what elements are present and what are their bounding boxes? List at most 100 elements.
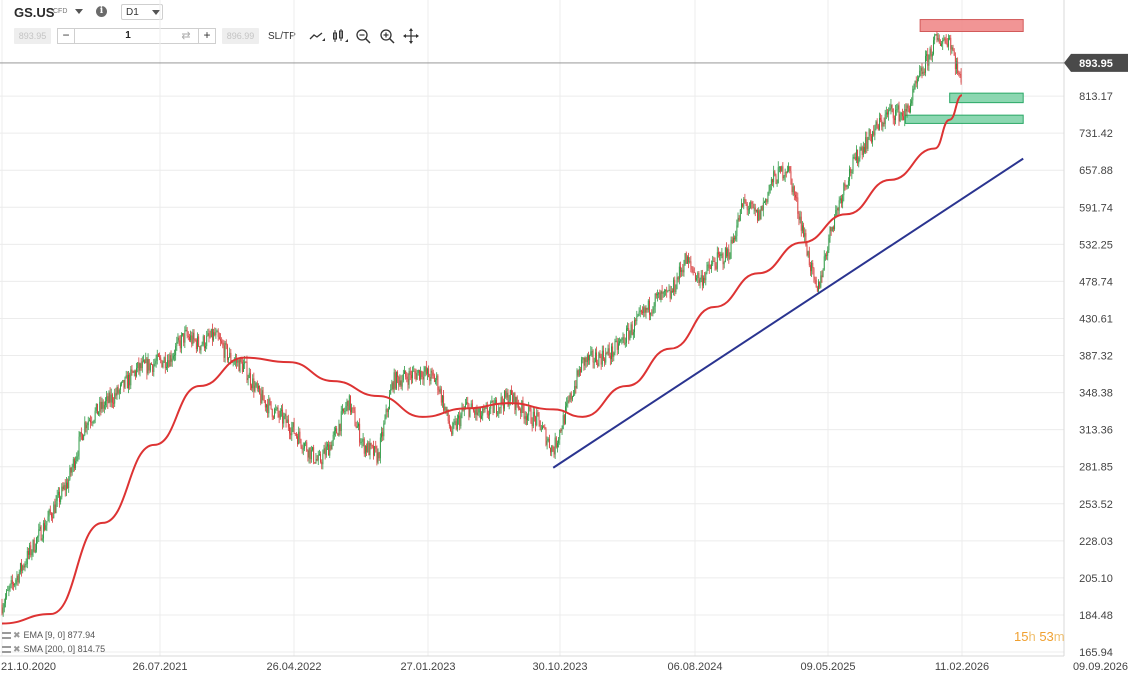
candle-body <box>645 308 647 313</box>
candle-body <box>767 193 769 202</box>
candle-body <box>913 88 915 90</box>
candle-body <box>761 206 763 211</box>
candle-body <box>285 414 287 423</box>
candle-body <box>435 380 436 382</box>
quantity-stepper[interactable]: − 1 ⇄ + <box>57 28 216 44</box>
close-icon[interactable]: ✖ <box>13 644 21 654</box>
candle-body <box>723 262 725 265</box>
candle-body <box>588 355 589 361</box>
candle-body <box>359 423 361 443</box>
candle-body <box>953 50 955 56</box>
candle-body <box>892 108 894 119</box>
candle-body <box>657 294 658 296</box>
symbol-dropdown-icon[interactable] <box>75 9 83 14</box>
quantity-input[interactable]: 1 <box>125 30 131 41</box>
sltp-button[interactable]: SL/TP <box>268 31 296 42</box>
close-icon[interactable]: ✖ <box>13 630 21 640</box>
decrease-quantity-button[interactable]: − <box>58 29 75 43</box>
candle-body <box>586 355 588 362</box>
candle-body <box>289 427 290 434</box>
zoom-in-icon[interactable] <box>379 28 397 44</box>
candle-body <box>636 316 638 322</box>
candle-body <box>65 482 67 491</box>
candle-body <box>105 401 106 406</box>
indicator-legend-ema[interactable]: ✖ EMA [9, 0] 877.94 <box>2 630 95 641</box>
zoom-out-icon[interactable] <box>355 28 373 44</box>
candle-body <box>942 40 944 44</box>
candle-body <box>537 412 539 414</box>
candle-body <box>232 362 234 363</box>
x-tick-label: 26.04.2022 <box>266 661 321 673</box>
countdown-m-unit: m <box>1053 629 1065 644</box>
candle-body <box>959 74 961 75</box>
candle-body <box>746 203 748 210</box>
sell-price-button[interactable]: 893.95 <box>14 28 51 44</box>
candle-body <box>446 409 448 412</box>
candle-body <box>628 328 630 340</box>
candle-body <box>754 207 756 212</box>
candle-body <box>422 376 424 380</box>
candle-body <box>918 77 919 80</box>
candle-body <box>177 337 179 342</box>
time-axis: 21.10.2020 26.07.2021 26.04.2022 27.01.2023… <box>1 661 1128 673</box>
candle-body <box>284 414 286 417</box>
candle-body <box>220 339 221 341</box>
candle-body <box>186 329 188 336</box>
candle-body <box>547 438 549 441</box>
swap-icon[interactable]: ⇄ <box>181 30 191 42</box>
candle-body <box>792 186 794 193</box>
candle-body <box>824 255 826 257</box>
candle-body <box>596 352 597 363</box>
line-chart-type-icon[interactable] <box>308 28 326 44</box>
candle-body <box>79 431 81 437</box>
candle-body <box>444 406 446 411</box>
crosshair-icon[interactable] <box>403 28 421 44</box>
candle-body <box>557 443 558 448</box>
buy-price-button[interactable]: 896.99 <box>222 28 259 44</box>
candle-body <box>131 369 133 372</box>
candle-body <box>389 394 390 409</box>
symbol-label[interactable]: GS.US <box>14 5 55 20</box>
candle-body <box>875 121 877 129</box>
candle-body <box>631 324 633 335</box>
candle-body <box>269 399 271 402</box>
candle-body <box>854 156 856 161</box>
candle-body <box>445 406 447 412</box>
candle-body <box>741 203 742 210</box>
candle-body <box>246 361 248 381</box>
candle-body <box>70 467 72 473</box>
indicator-settings-icon[interactable] <box>2 646 11 654</box>
candle-body <box>371 445 373 447</box>
candle-body <box>496 400 497 414</box>
x-tick-label: 21.10.2020 <box>1 661 56 673</box>
candle-body <box>448 420 450 426</box>
candle-body <box>860 147 862 150</box>
y-tick-label: 657.88 <box>1079 165 1113 177</box>
candle-body <box>769 184 771 191</box>
candle-body <box>163 357 165 363</box>
candle-body <box>63 485 65 490</box>
candle-body <box>54 504 56 513</box>
timeframe-select[interactable]: D1 <box>121 4 163 20</box>
candle-body <box>121 382 123 385</box>
candle-body <box>938 38 940 44</box>
candle-body <box>521 400 523 413</box>
candle-body <box>589 355 591 361</box>
candle-body <box>42 523 44 539</box>
candle-body <box>649 300 650 315</box>
candle-body <box>130 369 132 386</box>
candles-icon[interactable] <box>331 28 349 44</box>
candle-body <box>936 33 938 40</box>
candle-body <box>530 408 532 424</box>
increase-quantity-button[interactable]: + <box>198 29 215 43</box>
candle-body <box>643 307 645 313</box>
y-tick-label: 348.38 <box>1079 388 1113 400</box>
candle-body <box>899 114 901 122</box>
indicator-settings-icon[interactable] <box>2 632 11 640</box>
indicator-legend-sma[interactable]: ✖ SMA [200, 0] 814.75 <box>2 644 105 655</box>
info-icon[interactable]: i <box>96 6 107 17</box>
candle-body <box>716 252 718 269</box>
candle-body <box>678 266 680 280</box>
candle-body <box>82 434 83 441</box>
